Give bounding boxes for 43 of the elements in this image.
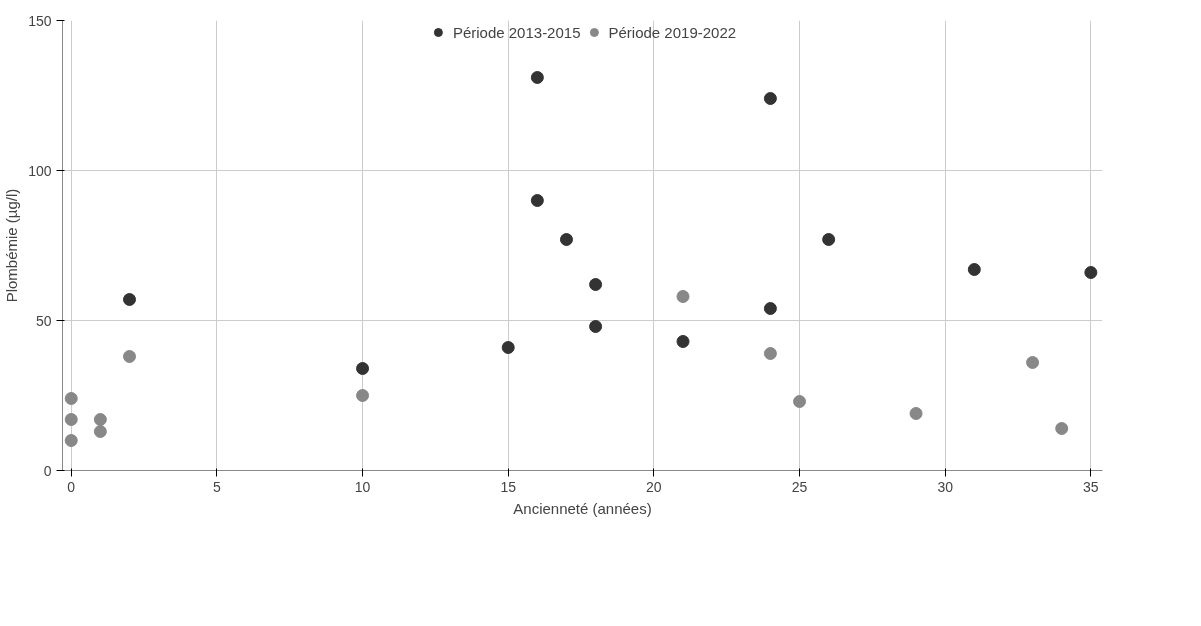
point — [763, 92, 777, 105]
y-tick-label: 100 — [28, 162, 52, 179]
point — [93, 413, 107, 426]
point — [793, 395, 807, 408]
x-tick-label: 0 — [67, 478, 76, 495]
point — [64, 413, 78, 426]
point — [589, 320, 603, 333]
point — [967, 263, 981, 276]
point — [559, 233, 573, 246]
point — [1084, 266, 1098, 279]
x-axis-title: Ancienneté (années) — [513, 499, 652, 517]
point — [676, 335, 690, 348]
x-tick-label: 10 — [354, 478, 371, 495]
legend-label: Période 2013-2015 — [452, 23, 581, 41]
y-axis-title: Plombémie (µg/l) — [3, 188, 21, 303]
y-tick-label: 150 — [28, 12, 52, 29]
point — [763, 347, 777, 360]
point — [1055, 422, 1069, 435]
x-tick-label: 5 — [213, 478, 221, 495]
point — [64, 434, 78, 447]
point — [589, 278, 603, 291]
x-tick-label: 15 — [500, 478, 517, 495]
point — [356, 362, 370, 375]
legend-label: Période 2019-2022 — [608, 23, 737, 41]
point — [530, 71, 544, 84]
x-tick-label: 35 — [1083, 478, 1099, 495]
y-tick-label: 50 — [35, 312, 52, 329]
point — [64, 392, 78, 405]
point — [1026, 356, 1040, 369]
point — [501, 341, 515, 354]
x-tick-label: 30 — [937, 478, 954, 495]
point — [93, 425, 107, 438]
point — [123, 350, 136, 363]
x-tick-label: 20 — [646, 478, 662, 495]
point — [763, 302, 777, 315]
point — [676, 290, 690, 303]
point — [909, 407, 923, 420]
y-tick-label: 0 — [43, 462, 52, 479]
point — [530, 194, 544, 207]
point — [123, 293, 136, 306]
point — [822, 233, 836, 246]
point — [356, 389, 370, 402]
x-tick-label: 25 — [791, 478, 808, 495]
